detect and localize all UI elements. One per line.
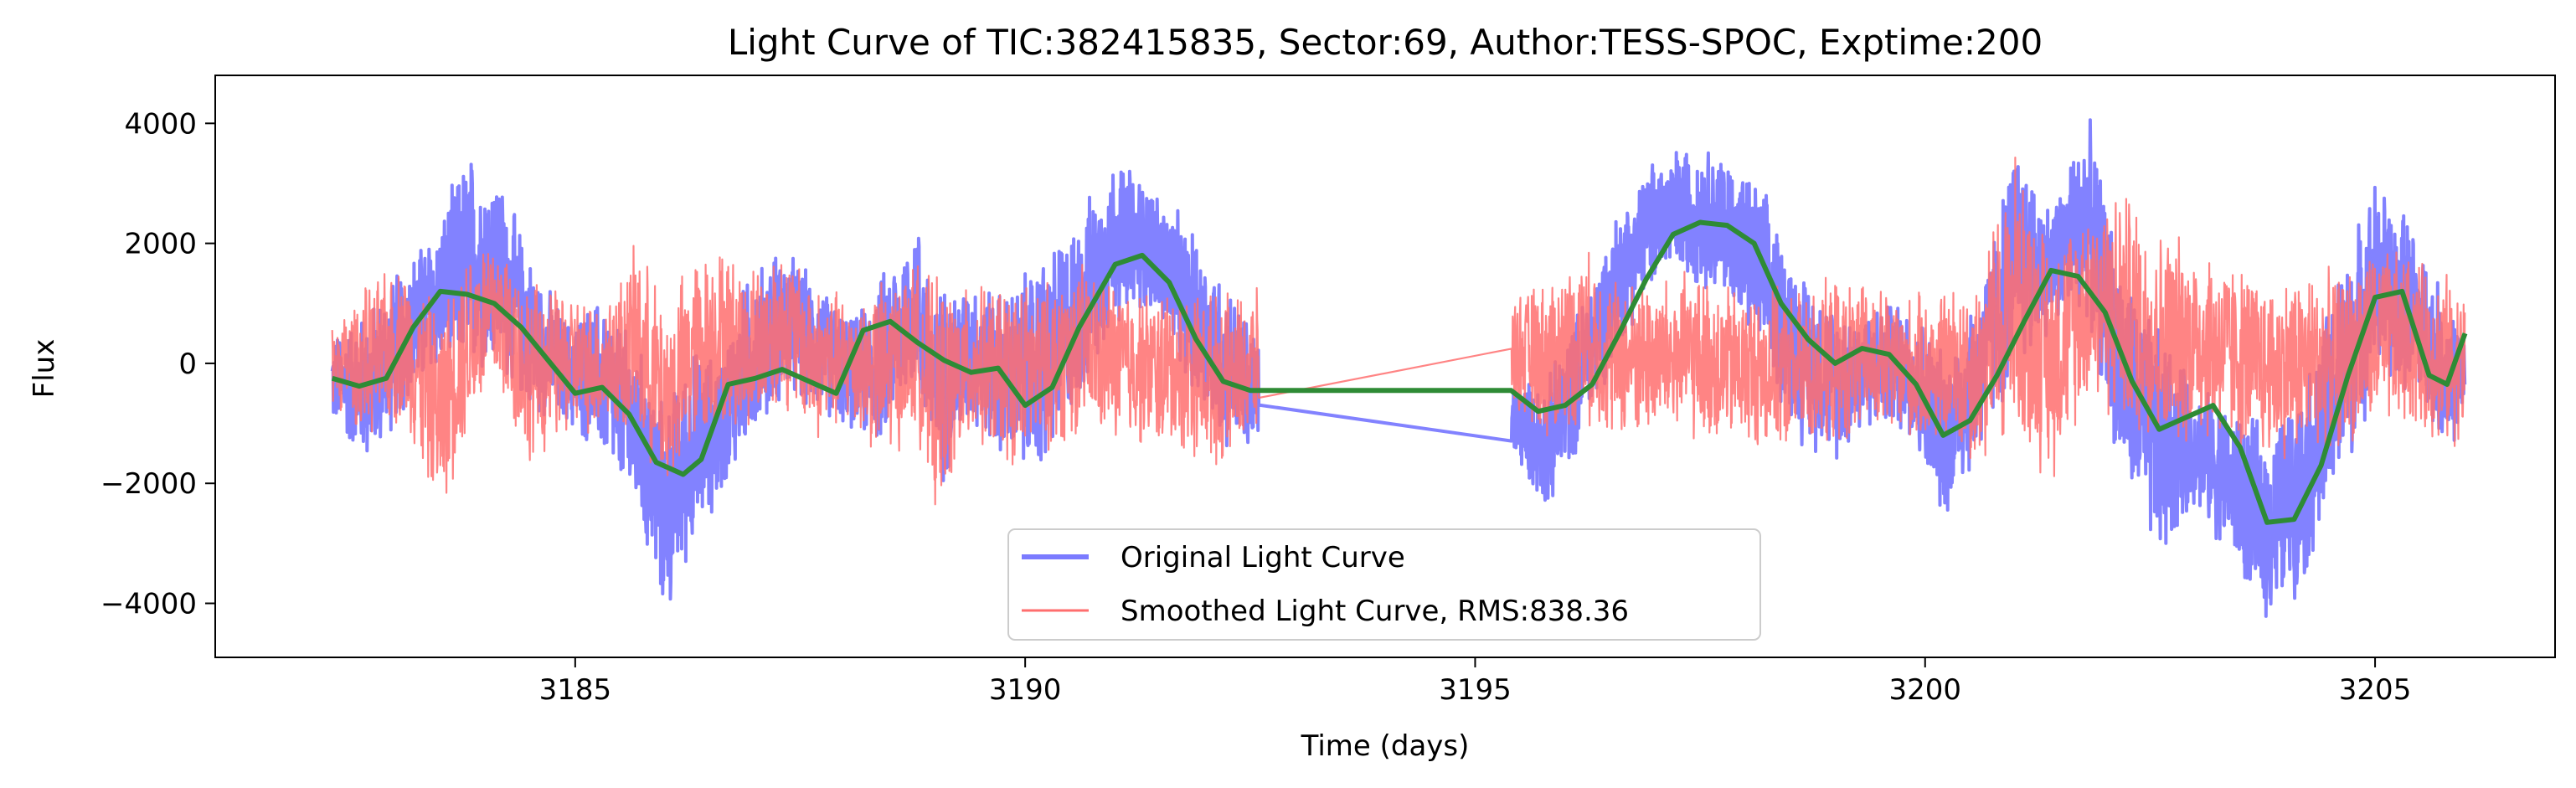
legend: Original Light Curve Smoothed Light Curv… [1007,528,1761,641]
chart-title: Light Curve of TIC:382415835, Sector:69,… [728,22,2043,63]
x-axis-label: Time (days) [1301,729,1470,763]
y-tick-label: −4000 [100,588,197,621]
legend-label-smoothed: Smoothed Light Curve, RMS:838.36 [1121,595,1629,628]
y-tick-label: 0 [178,348,197,381]
x-tick-label: 3185 [539,673,612,707]
series-smoothed-line [331,157,2466,506]
y-tick-label: −2000 [100,467,197,501]
legend-label-original: Original Light Curve [1121,541,1405,574]
y-axis: −4000 −2000 0 2000 4000 [100,107,215,621]
y-tick-label: 4000 [124,107,197,141]
plot-frame [214,75,2556,658]
y-axis-label: Flux [28,339,61,399]
x-axis: 3185 3190 3195 3200 3205 [539,657,2412,707]
x-tick-label: 3195 [1439,673,1512,707]
series-trend-line [331,219,2468,525]
plot-area [330,118,2468,618]
x-tick-label: 3200 [1889,673,1962,707]
x-tick-label: 3190 [989,673,1062,707]
x-tick-label: 3205 [2339,673,2412,707]
y-tick-label: 2000 [124,228,197,261]
legend-box [1007,528,1761,641]
